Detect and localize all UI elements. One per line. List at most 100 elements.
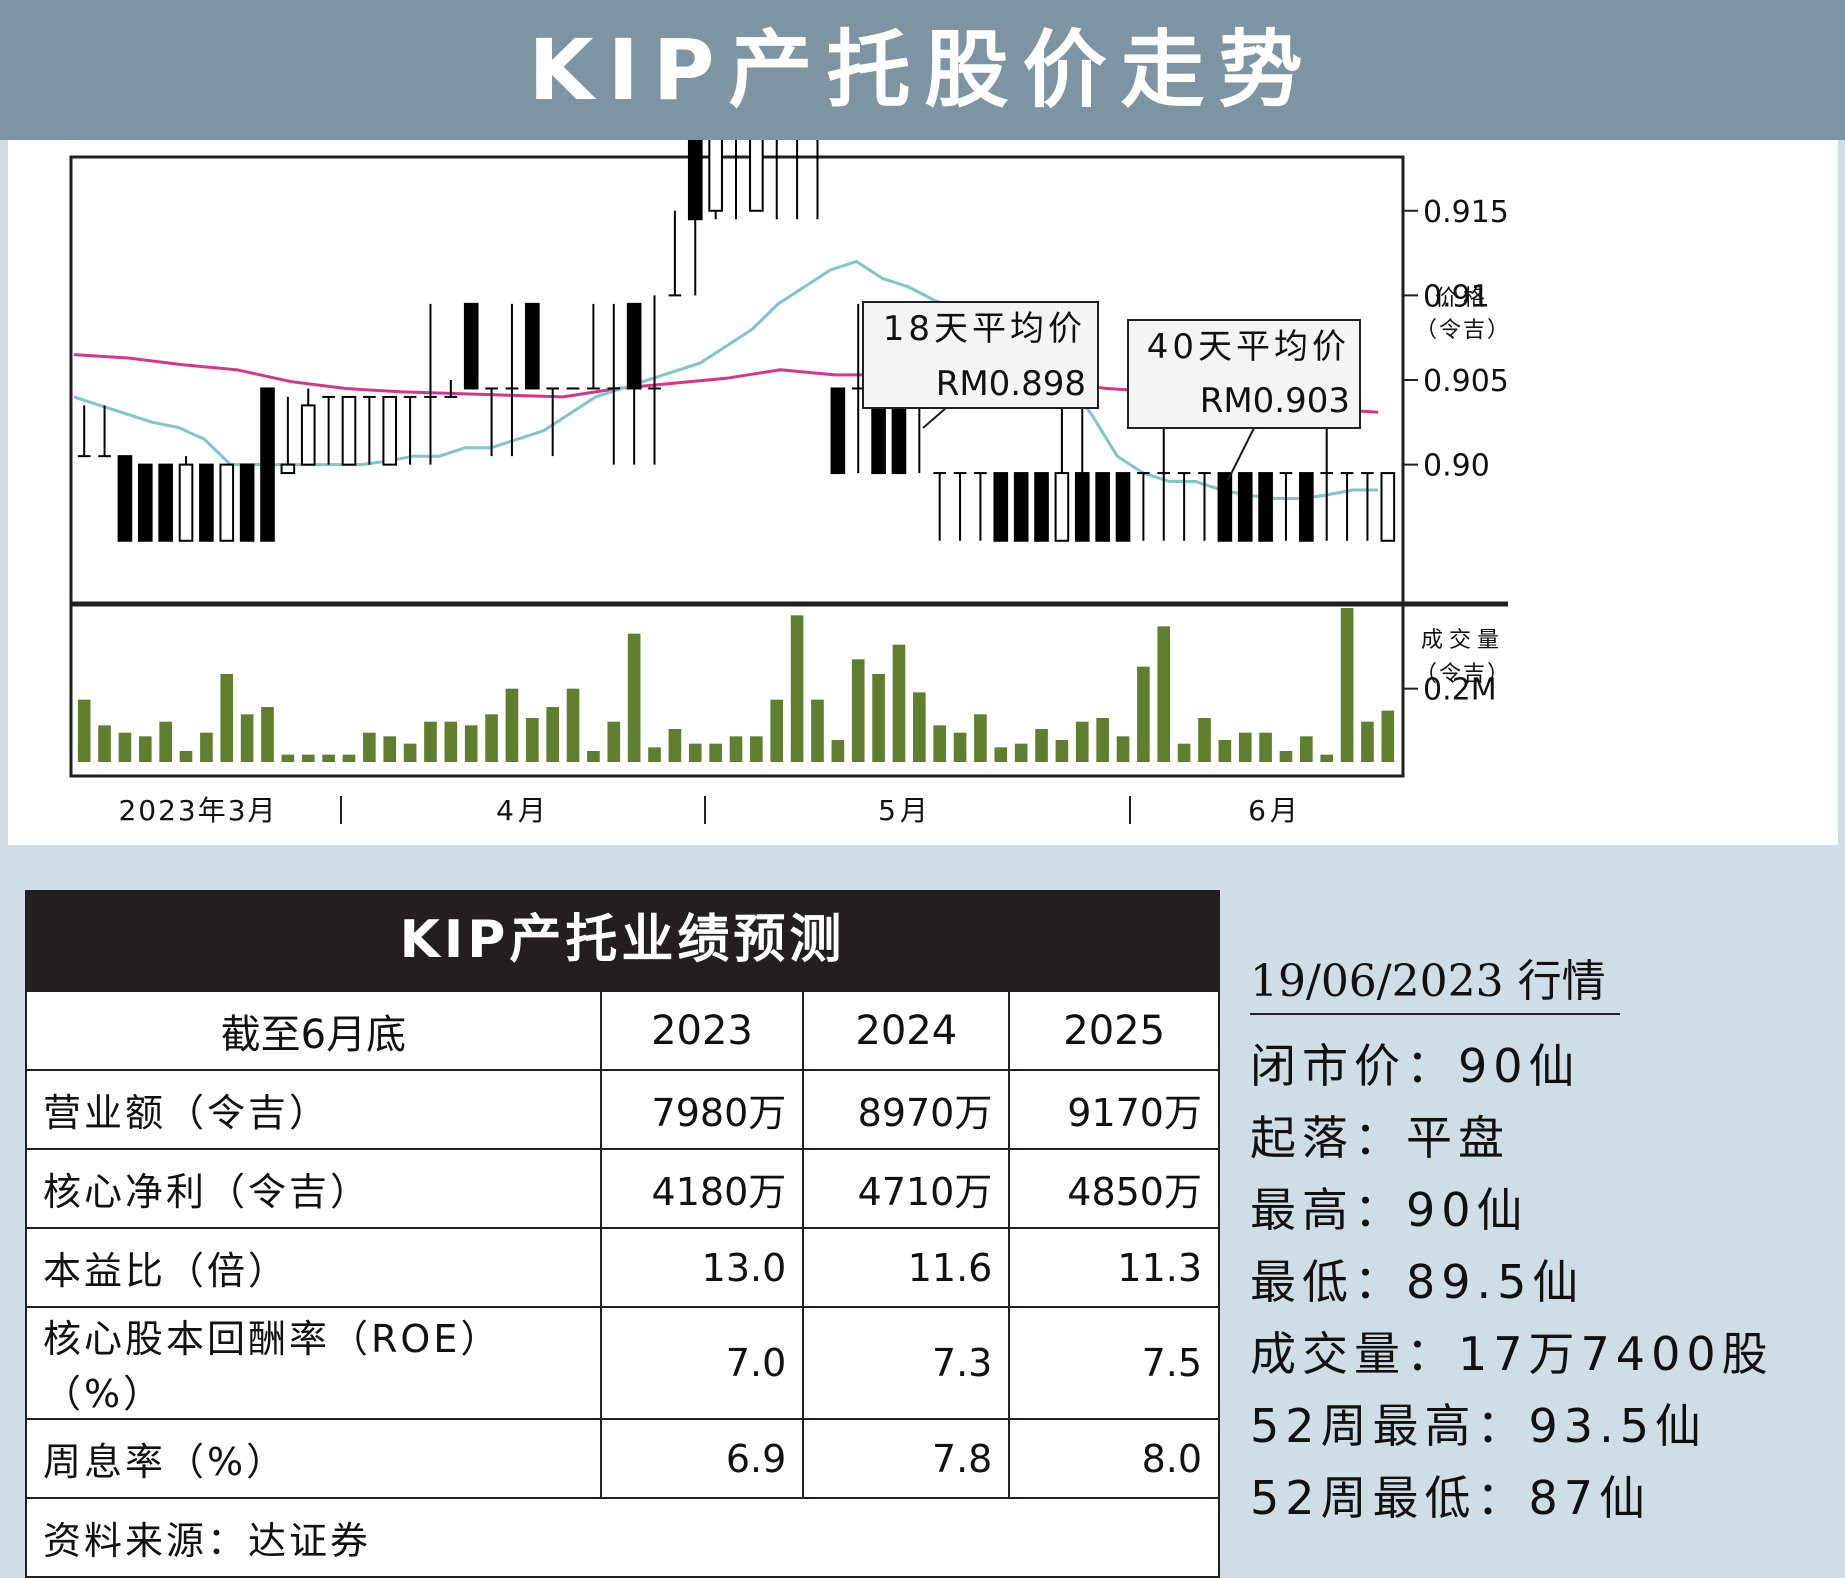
volume-bar [566, 688, 580, 762]
volume-bar [1320, 754, 1334, 762]
volume-bar [587, 751, 600, 762]
row-value: 7.0 [599, 1306, 805, 1420]
volume-bar [464, 725, 478, 762]
candle-body [239, 463, 255, 542]
quote-close: 闭市价：90仙 [1250, 1039, 1581, 1093]
candle-body [300, 404, 316, 466]
row-value: 8.0 [1008, 1418, 1220, 1499]
page-title: KIP产托股价走势 [528, 21, 1317, 119]
forecast-row-core-profit: 核心净利（令吉） 4180万 4710万 4850万 [25, 1148, 1220, 1229]
price-tick-label: 0.91 [1423, 279, 1490, 314]
volume-bar [648, 747, 661, 762]
forecast-header-year: 2025 [1008, 990, 1220, 1071]
volume-bar [851, 659, 865, 762]
volume-bar [1198, 718, 1211, 762]
candle-body [524, 302, 540, 390]
quote-52w-low: 52周最低：87仙 [1250, 1471, 1652, 1525]
row-value: 7.5 [1008, 1306, 1220, 1420]
volume-bar [1096, 718, 1109, 762]
candle-body [199, 463, 214, 542]
volume-bar [179, 751, 193, 762]
x-label-mar: 2023年3月 [118, 794, 277, 827]
forecast-title: KIP产托业绩预测 [25, 890, 1220, 990]
row-value: 9170万 [1008, 1069, 1220, 1150]
volume-bar [831, 740, 845, 762]
quote-change: 起落：平盘 [1250, 1111, 1510, 1165]
candle-body [1258, 472, 1273, 542]
volume-bar [913, 692, 926, 762]
row-value: 7980万 [599, 1069, 805, 1150]
volume-bar [322, 754, 335, 762]
volume-bar [953, 732, 967, 762]
volume-bar [1014, 743, 1028, 762]
candle-body [626, 302, 642, 390]
volume-tick-label: 0.2M [1423, 673, 1497, 708]
ma40-label-value: RM0.903 [1200, 381, 1350, 421]
candle-body [830, 387, 846, 475]
row-label: 核心净利（令吉） [25, 1148, 602, 1229]
volume-bar [811, 699, 824, 762]
volume-bar [750, 736, 763, 762]
row-value: 7.8 [802, 1418, 1011, 1499]
row-value: 6.9 [599, 1418, 805, 1499]
volume-bar [301, 754, 315, 762]
volume-bar [77, 699, 91, 762]
candle-body [260, 387, 275, 542]
volume-bar [159, 721, 172, 762]
forecast-header-label: 截至6月底 [25, 990, 602, 1071]
quote-high: 最高：90仙 [1250, 1183, 1529, 1237]
volume-bar [118, 732, 132, 762]
x-label-apr: 4月 [496, 794, 550, 827]
candle-body [708, 140, 723, 212]
source-note: 资料来源：达证券 [25, 1497, 1220, 1578]
candle-body [1054, 472, 1070, 542]
volume-bar [98, 725, 111, 762]
forecast-header-row: 截至6月底 2023 2024 2025 [25, 990, 1220, 1071]
candle-body [463, 302, 479, 390]
volume-bar [1137, 666, 1150, 762]
volume-bar [1279, 751, 1293, 762]
volume-bar [505, 688, 519, 762]
row-value: 11.6 [802, 1227, 1011, 1308]
candle-body [687, 140, 703, 221]
axes: 0.915 0.91 0.905 0.90 0.2M [1403, 195, 1509, 708]
price-axis-label-line2: （令吉） [1415, 318, 1511, 343]
volume-bar [974, 714, 987, 762]
volume-bar [770, 699, 784, 762]
volume-bar [1361, 721, 1374, 762]
candle-body [178, 463, 194, 542]
candle-body [280, 463, 296, 475]
candle-body [382, 395, 398, 466]
volume-bar [933, 725, 947, 762]
volume-bar [200, 732, 213, 762]
volume-bar [607, 721, 621, 762]
quote-volume: 成交量：17万7400股 [1250, 1327, 1774, 1381]
volume-bar [1035, 729, 1048, 762]
volume-bar [403, 743, 417, 762]
candle-body [1380, 472, 1396, 542]
volume-bar [729, 736, 743, 762]
volume-bar [627, 633, 641, 762]
row-label: 周息率（%） [25, 1418, 602, 1499]
row-label: 营业额（令吉） [25, 1069, 602, 1150]
volume-bar [485, 714, 498, 762]
volume-bars [77, 608, 1395, 762]
candle-body [1034, 472, 1049, 542]
forecast-table: 截至6月底 2023 2024 2025 营业额（令吉） 7980万 8970万… [25, 990, 1220, 1578]
candle-body [137, 463, 153, 542]
ma18-label-title: 18天平均价 [883, 309, 1086, 349]
volume-bar [790, 615, 804, 762]
forecast-row-pe: 本益比（倍） 13.0 11.6 11.3 [25, 1227, 1220, 1308]
volume-bar [1055, 740, 1069, 762]
candle-body [341, 395, 357, 466]
volume-axis-label-line2: （令吉） [1415, 662, 1511, 687]
volume-bar [892, 644, 906, 762]
x-label-jun: 6月 [1248, 794, 1302, 827]
row-value: 13.0 [599, 1227, 805, 1308]
volume-bar [1238, 732, 1252, 762]
ma40-callout: 40天平均价 RM0.903 [1127, 319, 1361, 481]
row-value: 11.3 [1008, 1227, 1220, 1308]
price-axis-label-line1: 价格 [1435, 286, 1491, 311]
ma40-label-title: 40天平均价 [1147, 327, 1350, 367]
volume-bar [1157, 626, 1171, 762]
